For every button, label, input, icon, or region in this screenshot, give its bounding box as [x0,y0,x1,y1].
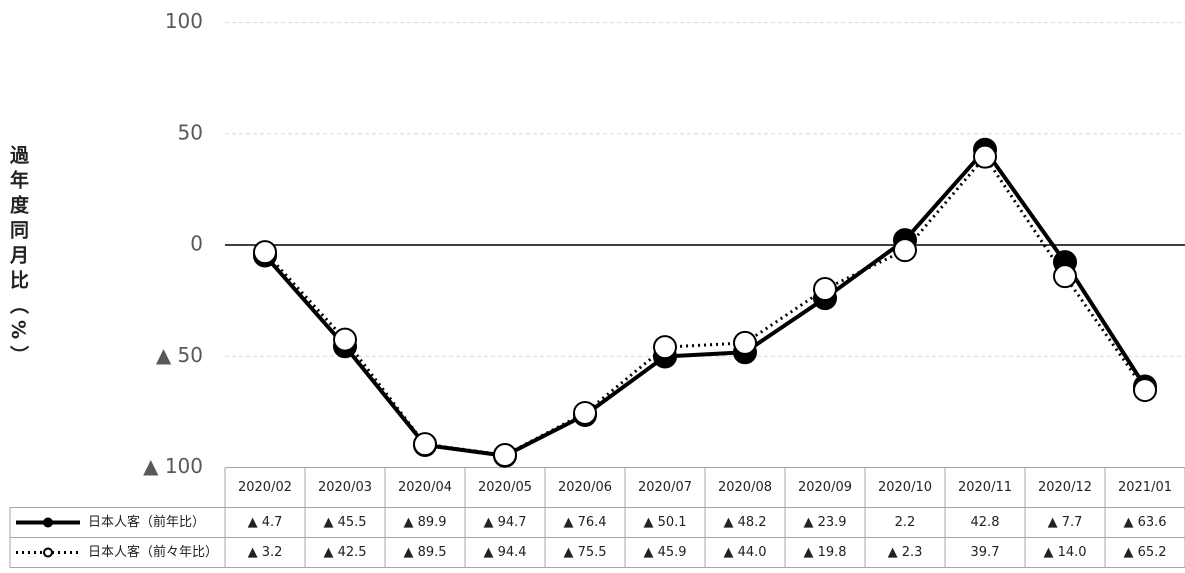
data-label: ▲ 14.0 [1043,545,1086,560]
marker [333,327,357,352]
x-tick-label: 2020/07 [638,480,692,495]
x-tick-label: 2020/10 [878,480,932,495]
marker [493,443,517,468]
data-label: ▲ 89.9 [403,515,446,530]
data-label: ▲ 42.5 [323,545,366,560]
series-line [263,155,1147,457]
marker [893,238,917,263]
x-tick-label: 2020/12 [1038,480,1092,495]
data-label: ▲ 48.2 [723,515,766,530]
marker [1133,378,1157,403]
legend-label: 日本人客（前年比） [88,514,205,530]
data-label: ▲ 45.9 [643,545,686,560]
y-tick-label: 100 [165,9,203,33]
data-label: ▲ 4.7 [248,515,283,530]
marker [973,144,997,169]
data-label: ▲ 45.5 [323,515,366,530]
data-label: ▲ 44.0 [723,545,766,560]
data-label: ▲ 89.5 [403,545,446,560]
data-label: ▲ 94.7 [483,515,526,530]
data-label: ▲ 23.9 [803,515,846,530]
legend-marker [43,517,53,528]
x-tick-label: 2021/01 [1118,480,1172,495]
data-label: 39.7 [971,545,1000,560]
data-label: 2.2 [895,515,916,530]
data-label: ▲ 65.2 [1123,545,1166,560]
data-label: ▲ 50.1 [643,515,686,530]
data-label: ▲ 2.3 [888,545,923,560]
data-label: 42.8 [971,515,1000,530]
y-tick-label: 50 [178,120,203,144]
marker [653,335,677,360]
marker [813,277,837,302]
x-tick-label: 2020/09 [798,480,852,495]
x-tick-label: 2020/04 [398,480,452,495]
marker [573,400,597,425]
data-label: ▲ 94.4 [483,545,526,560]
x-tick-label: 2020/06 [558,480,612,495]
data-label: ▲ 3.2 [248,545,283,560]
x-tick-label: 2020/08 [718,480,772,495]
marker [413,432,437,457]
marker [253,240,277,265]
marker [1053,264,1077,289]
y-tick-label: ▲ 100 [143,454,203,478]
x-tick-label: 2020/11 [958,480,1012,495]
y-tick-label: ▲ 50 [156,343,203,367]
data-label: ▲ 7.7 [1048,515,1083,530]
data-label: ▲ 63.6 [1123,515,1166,530]
legend-marker [43,547,53,558]
y-axis-label: 過年度同月比（%） [7,145,29,371]
x-tick-label: 2020/05 [478,480,532,495]
x-tick-label: 2020/03 [318,480,372,495]
data-label: ▲ 19.8 [803,545,846,560]
legend-label: 日本人客（前々年比） [88,544,218,560]
data-label: ▲ 76.4 [563,515,606,530]
data-label: ▲ 75.5 [563,545,606,560]
marker [733,330,757,355]
y-tick-label: 0 [190,232,203,256]
x-tick-label: 2020/02 [238,480,292,495]
